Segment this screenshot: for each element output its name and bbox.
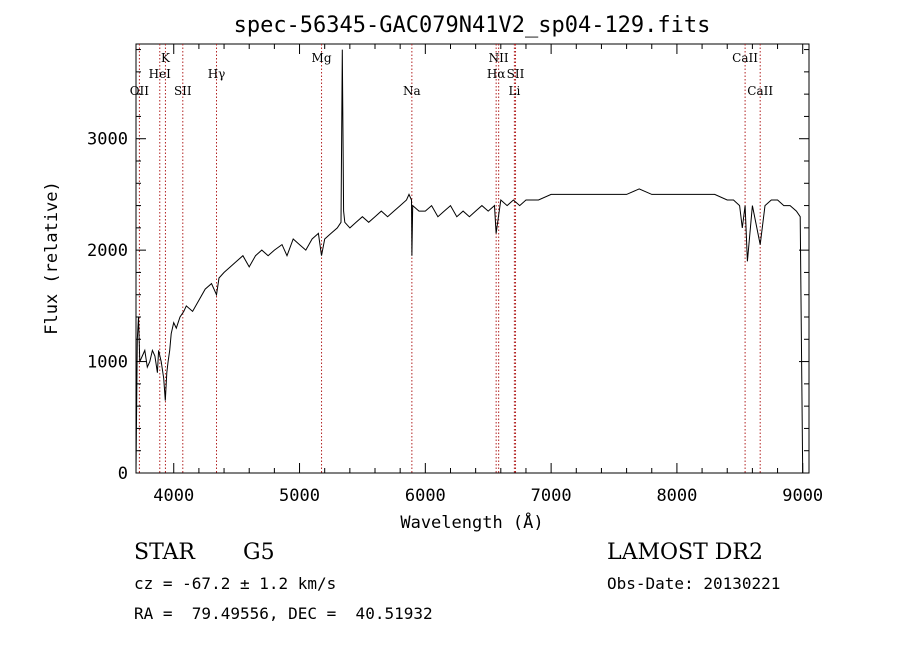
line-label-10: Li: [508, 84, 520, 98]
y-tick-label: 1000: [87, 353, 128, 373]
line-label-7: NII: [489, 51, 509, 65]
emission-line-markers: [138, 44, 761, 473]
x-tick-label: 7000: [531, 486, 572, 506]
line-label-2: HeI: [149, 67, 172, 81]
obs-date: Obs-Date: 20130221: [607, 574, 781, 593]
line-label-11: CaII: [732, 51, 758, 65]
x-tick-label: 9000: [782, 486, 823, 506]
x-tick-label: 6000: [405, 486, 446, 506]
line-label-3: SII: [174, 84, 192, 98]
y-axis: 0 1000 2000 3000: [87, 49, 809, 484]
line-label-5: Mg: [312, 51, 332, 65]
x-tick-label: 8000: [656, 486, 697, 506]
line-label-4: Hγ: [208, 67, 226, 81]
object-subclass: G5: [243, 540, 275, 565]
line-label-6: Na: [403, 84, 421, 98]
line-label-12: CaII: [747, 84, 773, 98]
object-class: STAR: [134, 540, 195, 565]
y-tick-label: 0: [118, 464, 128, 484]
y-tick-label: 2000: [87, 241, 128, 261]
chart-title: spec-56345-GAC079N41V2_sp04-129.fits: [234, 13, 711, 38]
ra-dec: RA = 79.49556, DEC = 40.51932: [134, 604, 433, 623]
x-tick-label: 5000: [279, 486, 320, 506]
spectrum-line: [135, 49, 804, 474]
y-tick-label: 3000: [87, 130, 128, 150]
survey-name: LAMOST DR2: [607, 540, 763, 565]
line-label-8: Hα: [487, 67, 506, 81]
x-tick-label: 4000: [153, 486, 194, 506]
x-axis: 4000 5000 6000 7000 8000 9000: [153, 44, 823, 506]
line-label-9: SII: [507, 67, 525, 81]
redshift-cz: cz = -67.2 ± 1.2 km/s: [134, 574, 337, 593]
x-axis-label: Wavelength (Å): [400, 511, 543, 533]
y-axis-label: Flux (relative): [42, 181, 62, 335]
plot-frame: [135, 43, 810, 474]
line-label-1: K: [161, 51, 171, 65]
line-label-0: OII: [130, 84, 150, 98]
